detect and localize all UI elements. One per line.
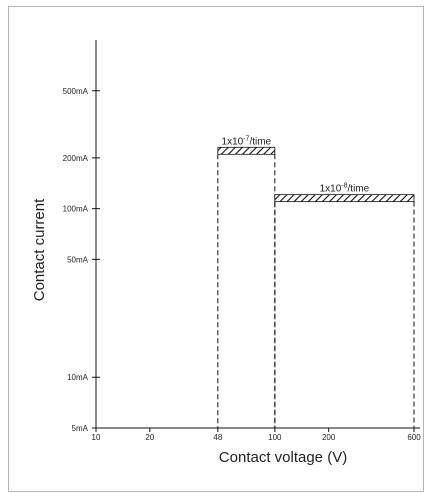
region-rate-exponent: -7 xyxy=(243,135,249,142)
x-tick-label: 600 xyxy=(407,433,421,442)
region-rate-base: 1x10 xyxy=(222,136,244,147)
region-rate-base: 1x10 xyxy=(320,184,342,195)
region-rate-label: 1x10-8/time xyxy=(320,183,370,195)
region-rate-unit: /time xyxy=(249,136,271,147)
chart-frame xyxy=(8,6,424,492)
y-tick-label: 50mA xyxy=(67,255,89,264)
y-axis-title: Contact current xyxy=(31,198,48,301)
region-limit-bar xyxy=(274,194,415,203)
x-tick-label: 10 xyxy=(92,433,101,442)
region-limit-bar xyxy=(217,146,276,155)
y-tick-label: 200mA xyxy=(63,154,89,163)
y-tick-label: 5mA xyxy=(72,424,89,433)
x-axis-title: Contact voltage (V) xyxy=(219,449,347,466)
y-tick-label: 500mA xyxy=(63,87,89,96)
y-tick-label: 10mA xyxy=(67,373,89,382)
region-rate-unit: /time xyxy=(348,184,370,195)
region-rate-exponent: -8 xyxy=(341,183,347,190)
x-tick-label: 20 xyxy=(145,433,154,442)
y-tick-label: 100mA xyxy=(63,205,89,214)
region-rate-label: 1x10-7/time xyxy=(222,135,272,147)
x-tick-label: 100 xyxy=(268,433,282,442)
x-tick-label: 200 xyxy=(322,433,336,442)
x-tick-label: 48 xyxy=(213,433,222,442)
